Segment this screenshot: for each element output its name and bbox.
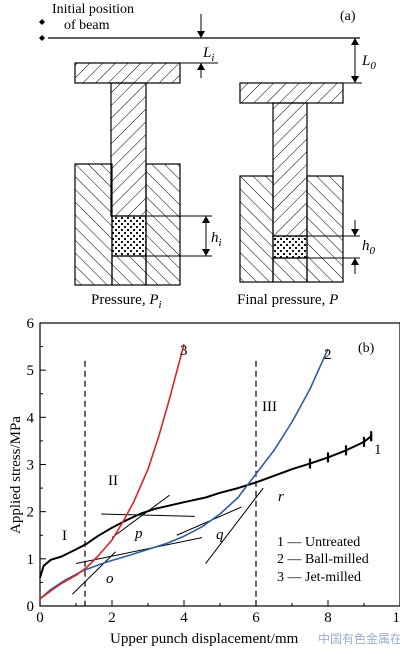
- y-tick-label: 6: [27, 316, 35, 332]
- point-label-r: r: [278, 489, 284, 505]
- arrow-up-icon: [197, 63, 205, 70]
- li-label: Li: [202, 45, 214, 64]
- bullet-icon: [39, 35, 45, 41]
- arrow-up-icon: [202, 216, 210, 223]
- arrow-up-icon: [351, 258, 359, 265]
- arrow-down-icon: [202, 249, 210, 256]
- legend-item: 3 — Jet-milled: [277, 570, 361, 585]
- y-tick-label: 4: [27, 410, 35, 426]
- right-die-wall-right: [306, 175, 344, 283]
- arrow-up-icon: [351, 38, 359, 45]
- left-die-wall-left: [74, 163, 113, 286]
- panel-a: (a) Initial position of beam Li: [39, 2, 376, 311]
- tangent-line: [111, 494, 170, 539]
- left-punch-head: [74, 62, 181, 84]
- y-tick-label: 3: [27, 458, 35, 474]
- panel-b-label: (b): [358, 341, 375, 356]
- legend-item: 2 — Ball-milled: [277, 552, 369, 567]
- x-tick-label: 4: [180, 610, 188, 626]
- chart-series: [39, 343, 373, 600]
- x-tick-label: 6: [252, 610, 260, 626]
- left-apparatus: Li hi Pressure, Pi: [74, 14, 222, 311]
- caption-right: Final pressure, P: [237, 292, 338, 308]
- x-axis-title: Upper punch displacement/mm: [110, 631, 299, 647]
- left-die-wall-right: [145, 163, 181, 286]
- tangent-line: [75, 537, 203, 565]
- right-powder: [272, 235, 308, 259]
- y-axis-title: Applied stress/MPa: [8, 416, 24, 534]
- tangent-line: [72, 551, 116, 595]
- right-die-wall-left: [239, 175, 274, 283]
- right-apparatus: L0 h0 Final pressure, P: [237, 38, 376, 308]
- bullet-icon: [39, 19, 45, 25]
- region-label-III: III: [262, 399, 277, 415]
- curve-label-2: 2: [324, 347, 332, 363]
- arrow-down-icon: [197, 31, 205, 38]
- point-label-o: o: [106, 571, 114, 587]
- tangent-line: [101, 513, 195, 517]
- curve-label-3: 3: [180, 343, 188, 359]
- panel-b: 0 2 4 6 8 10 0 1 2 3 4 5 6 (b) I II III o p q r 3 2 …: [8, 316, 400, 647]
- point-label-q: q: [216, 527, 224, 543]
- y-tick-label: 0: [27, 599, 35, 615]
- y-tick-label: 2: [27, 505, 35, 521]
- initial-position-label-line1: Initial position: [52, 2, 134, 17]
- caption-left: Pressure, Pi: [91, 292, 162, 311]
- point-label-p: p: [134, 526, 143, 542]
- region-label-II: II: [108, 473, 118, 489]
- h0-label: h0: [362, 238, 376, 257]
- right-bottom-punch: [272, 257, 308, 283]
- x-tick-label: 10: [393, 610, 400, 626]
- y-tick-label: 5: [27, 363, 35, 379]
- chart-ticks: 0 2 4 6 8 10 0 1 2 3 4 5 6: [27, 316, 400, 626]
- x-tick-label: 2: [108, 610, 116, 626]
- legend: 1 — Untreated 2 — Ball-milled 3 — Jet-mi…: [277, 535, 369, 585]
- legend-item: 1 — Untreated: [277, 535, 360, 550]
- series-line-1: [39, 435, 372, 578]
- series-line-3: [39, 343, 185, 600]
- left-powder: [111, 215, 147, 257]
- left-punch-shaft: [110, 82, 147, 217]
- panel-a-label: (a): [340, 9, 356, 24]
- region-label-I: I: [62, 528, 67, 544]
- y-tick-label: 1: [27, 552, 35, 568]
- x-tick-label: 8: [324, 610, 332, 626]
- right-punch-head: [239, 82, 344, 104]
- tangent-lines: [72, 487, 264, 595]
- left-bottom-punch: [111, 255, 147, 286]
- initial-position-label-line2: of beam: [64, 18, 110, 33]
- l0-label: L0: [361, 53, 376, 72]
- curve-label-1: 1: [374, 442, 382, 458]
- watermark: 中国有色金属在线: [318, 631, 400, 646]
- arrow-down-icon: [351, 76, 359, 83]
- tangent-line: [205, 487, 264, 564]
- hi-label: hi: [211, 230, 222, 249]
- right-punch-shaft: [272, 102, 308, 237]
- arrow-down-icon: [351, 229, 359, 236]
- x-tick-label: 0: [36, 610, 44, 626]
